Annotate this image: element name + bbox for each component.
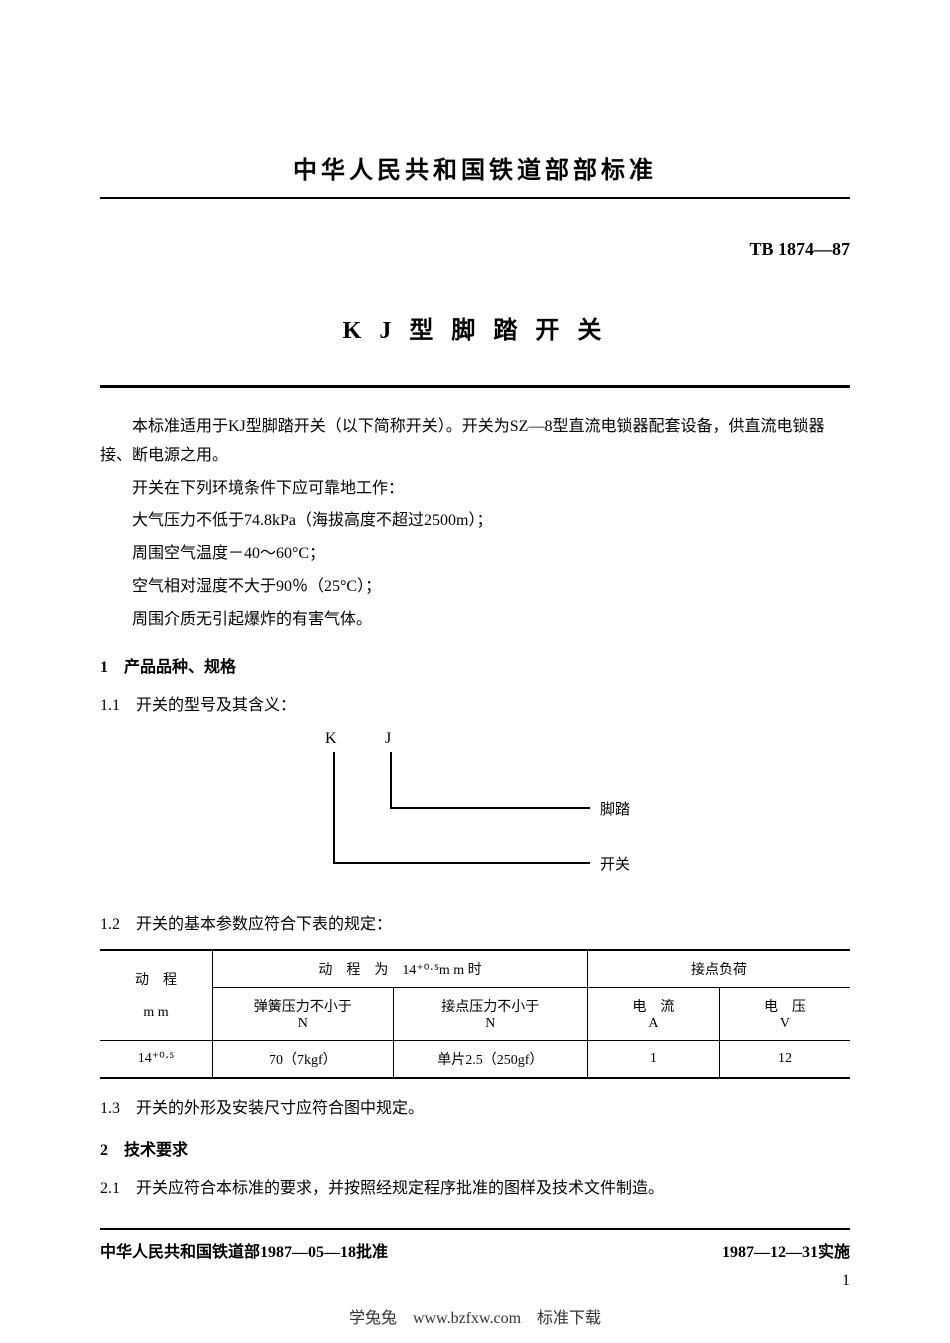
table-header-contact-load: 接点负荷: [587, 950, 850, 988]
header-underline: [100, 197, 850, 199]
table-cell-current: 1: [587, 1040, 719, 1078]
table-header-travel-14: 动 程 为 14⁺⁰·⁵m m 时: [213, 950, 588, 988]
intro-para-4: 周围空气温度－40～60°C；: [100, 540, 850, 569]
diagram-letter-k: K: [325, 730, 337, 748]
intro-para-3: 大气压力不低于74.8kPa（海拔高度不超过2500m）；: [100, 507, 850, 536]
diagram-letter-j: J: [385, 730, 391, 748]
diagram-label-2: 开关: [600, 853, 630, 874]
table-cell-contact-force: 单片2.5（250gf）: [393, 1040, 587, 1078]
standard-code: TB 1874—87: [100, 239, 850, 260]
table-header-travel: 动 程 m m: [100, 950, 213, 1041]
subsection-1-1: 1.1 开关的型号及其含义：: [100, 691, 850, 715]
footer: 中华人民共和国铁道部1987—05—18批准 1987—12—31实施: [100, 1228, 850, 1262]
title-divider: [100, 385, 850, 388]
watermark: 学兔兔 www.bzfxw.com 标准下载: [0, 1304, 950, 1328]
table-cell-travel: 14⁺⁰·⁵: [100, 1040, 213, 1078]
subsection-1-3: 1.3 开关的外形及安装尺寸应符合图中规定。: [100, 1094, 850, 1118]
org-title: 中华人民共和国铁道部部标准: [100, 150, 850, 185]
implement-text: 1987—12—31实施: [722, 1238, 850, 1262]
doc-title: K J 型 脚 踏 开 关: [100, 310, 850, 345]
model-diagram: K J 脚踏 开关: [100, 730, 850, 885]
table-header-voltage: 电 压 V: [719, 987, 850, 1040]
intro-para-2: 开关在下列环境条件下应可靠地工作：: [100, 475, 850, 504]
table-header-spring: 弹簧压力不小于 N: [213, 987, 394, 1040]
diagram-hline-1: [390, 807, 590, 809]
diagram-vline-1: [333, 752, 335, 862]
subsection-1-2: 1.2 开关的基本参数应符合下表的规定：: [100, 910, 850, 934]
table-data-row: 14⁺⁰·⁵ 70（7kgf） 单片2.5（250gf） 1 12: [100, 1040, 850, 1078]
table-header-contact-force: 接点压力不小于 N: [393, 987, 587, 1040]
diagram-label-1: 脚踏: [600, 798, 630, 819]
diagram-hline-2: [333, 862, 590, 864]
diagram-vline-2: [390, 752, 392, 807]
subsection-2-1: 2.1 开关应符合本标准的要求，并按照经规定程序批准的图样及技术文件制造。: [100, 1174, 850, 1198]
intro-para-1: 本标准适用于KJ型脚踏开关（以下简称开关）。开关为SZ—8型直流电锁器配套设备，…: [100, 413, 850, 471]
intro-para-6: 周围介质无引起爆炸的有害气体。: [100, 606, 850, 635]
table-header-current: 电 流 A: [587, 987, 719, 1040]
table-cell-voltage: 12: [719, 1040, 850, 1078]
table-cell-spring: 70（7kgf）: [213, 1040, 394, 1078]
table-header-row-1: 动 程 m m 动 程 为 14⁺⁰·⁵m m 时 接点负荷: [100, 950, 850, 988]
section-1-heading: 1 产品品种、规格: [100, 653, 850, 677]
page-number: 1: [100, 1272, 850, 1290]
section-2-heading: 2 技术要求: [100, 1136, 850, 1160]
approval-text: 中华人民共和国铁道部1987—05—18批准: [100, 1238, 388, 1262]
parameter-table: 动 程 m m 动 程 为 14⁺⁰·⁵m m 时 接点负荷 弹簧压力不小于 N…: [100, 949, 850, 1079]
intro-para-5: 空气相对湿度不大于90％（25°C）；: [100, 573, 850, 602]
table-header-row-2: 弹簧压力不小于 N 接点压力不小于 N 电 流 A 电 压 V: [100, 987, 850, 1040]
